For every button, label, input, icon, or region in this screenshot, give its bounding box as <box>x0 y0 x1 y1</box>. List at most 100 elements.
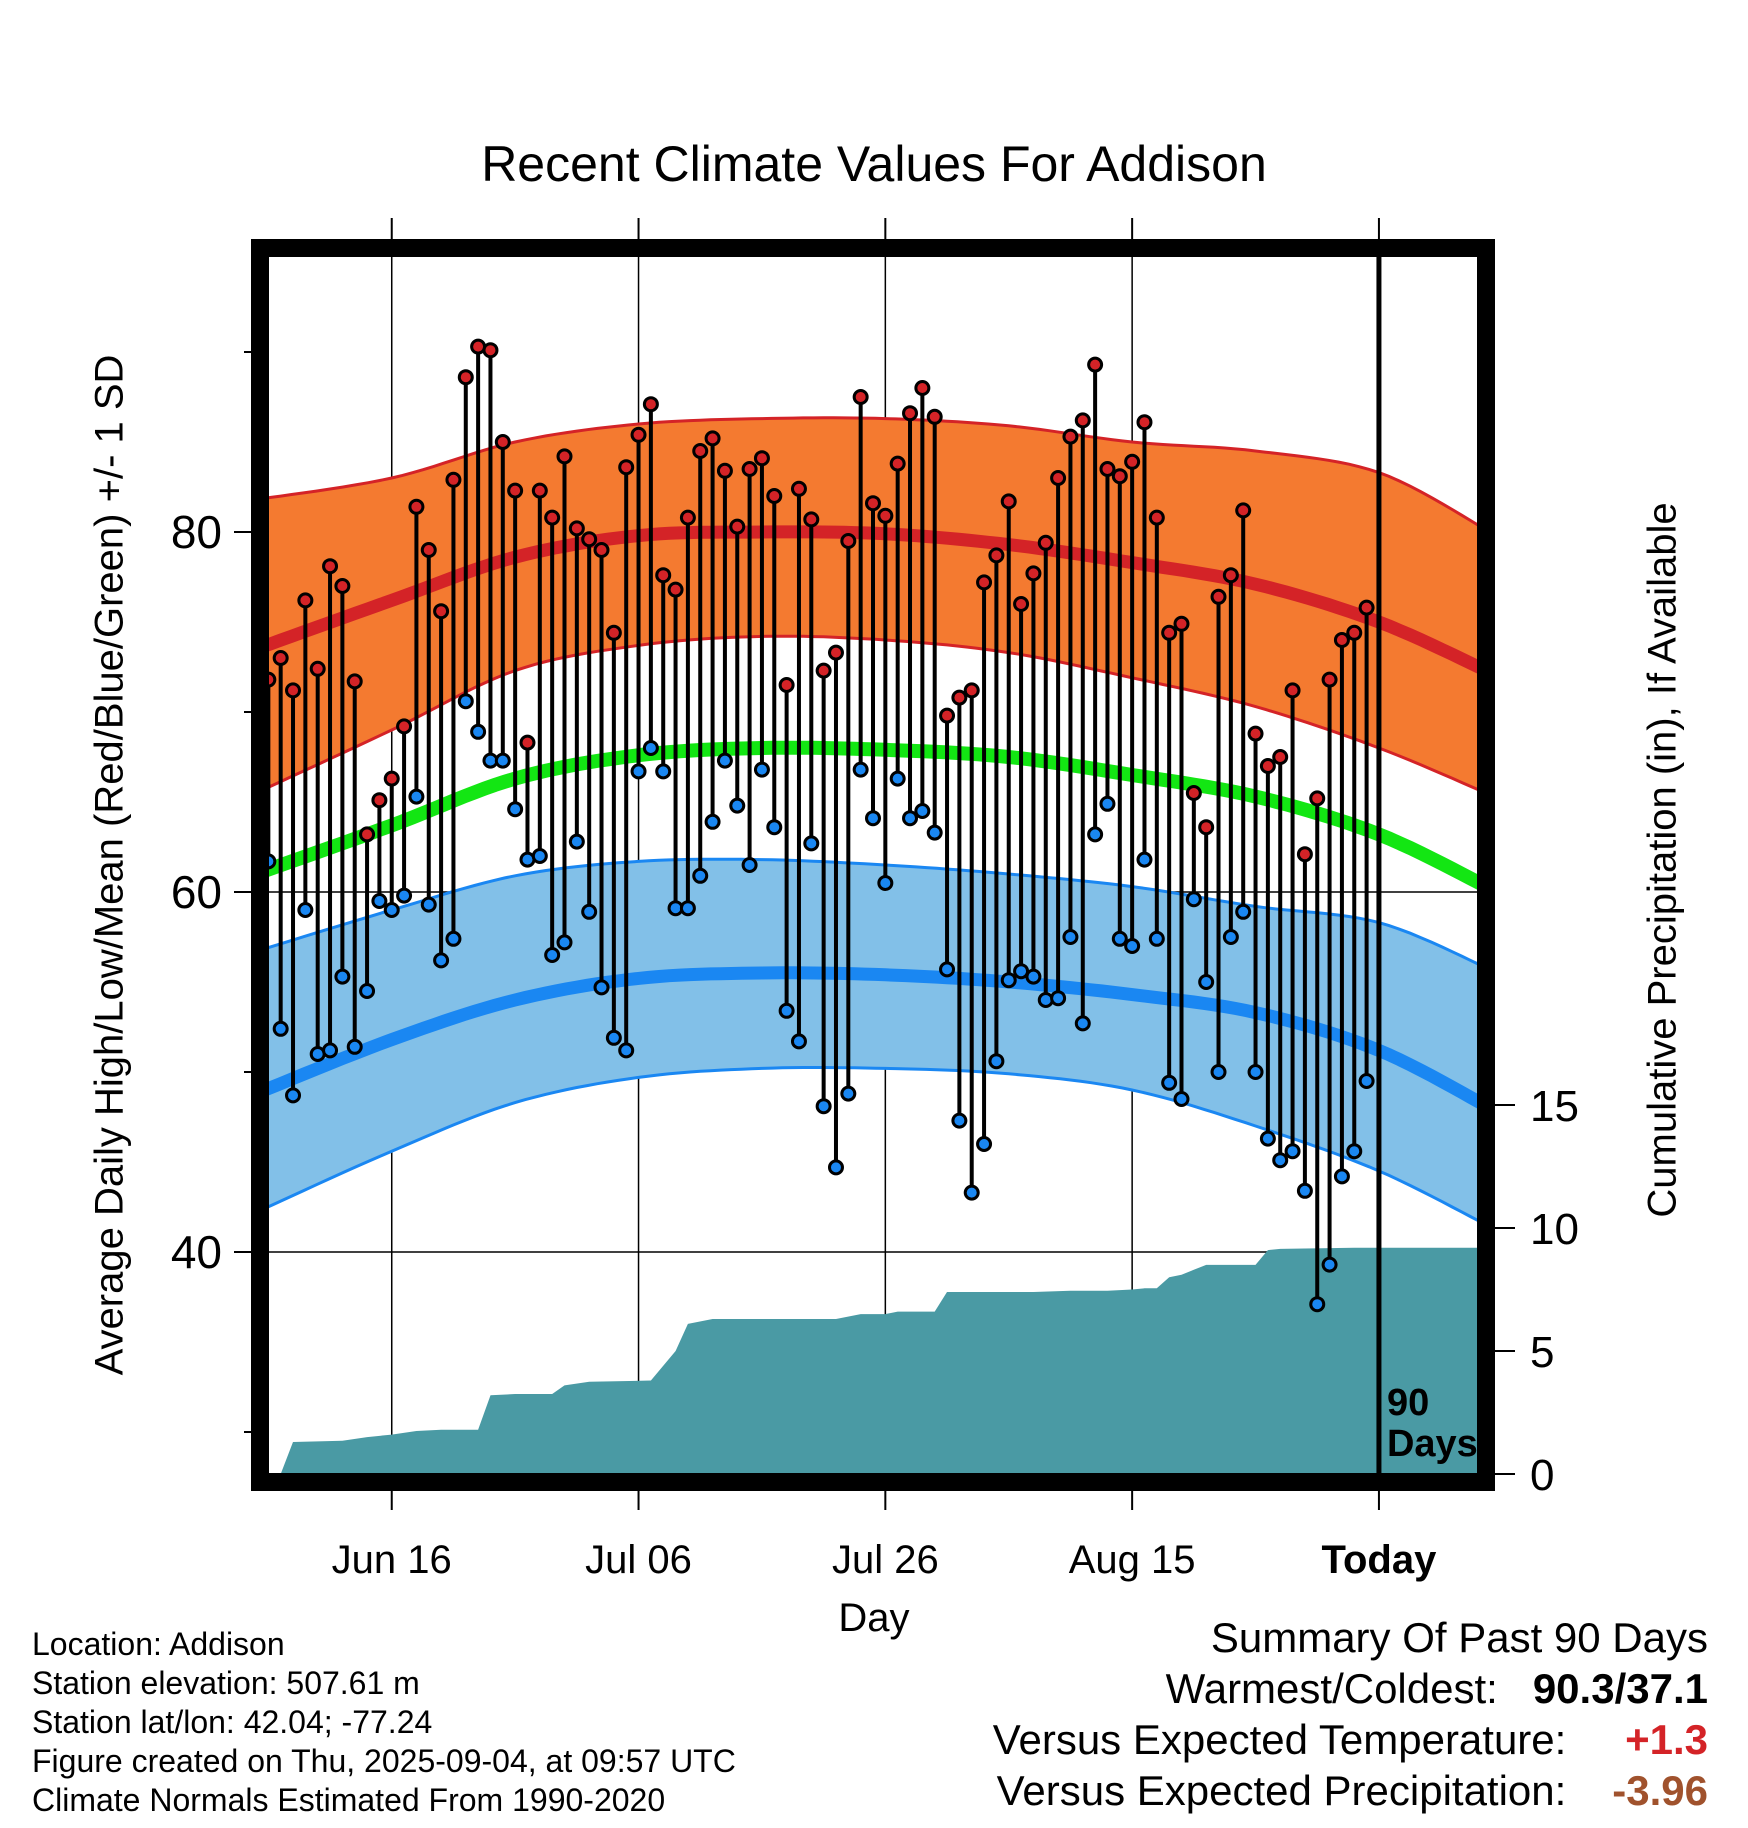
daily-low-point <box>753 761 770 778</box>
daily-low-point <box>1309 1296 1326 1313</box>
daily-low-point <box>1321 1256 1338 1273</box>
daily-high-point <box>334 578 351 594</box>
daily-low-point <box>445 930 462 947</box>
normal-low-band-lower-edge <box>264 1066 1482 1225</box>
daily-high-point <box>753 450 770 467</box>
daily-high-point <box>1210 588 1227 605</box>
daily-high-point <box>408 498 425 515</box>
daily-high-point <box>1284 682 1301 699</box>
daily-low-point <box>1222 929 1239 945</box>
daily-low-point <box>692 867 709 884</box>
summary-temp-label: Versus Expected Temperature: <box>992 1716 1567 1763</box>
daily-high-point <box>322 558 339 575</box>
daily-low-point <box>1136 851 1153 868</box>
daily-high-point <box>1124 453 1141 470</box>
daily-high-point <box>667 581 684 598</box>
y-tick-label: 60 <box>171 866 222 918</box>
daily-low-point <box>297 902 314 918</box>
daily-low-point <box>285 1087 302 1104</box>
daily-high-point <box>1099 461 1116 477</box>
daily-high-point <box>1111 468 1128 485</box>
daily-high-point <box>309 660 326 677</box>
daily-low-point <box>1259 1130 1276 1147</box>
daily-low-point <box>630 763 647 780</box>
daily-high-point <box>433 603 450 620</box>
daily-high-point <box>556 448 573 465</box>
daily-high-point <box>272 650 289 666</box>
daily-low-point <box>1111 930 1128 947</box>
precip-area <box>264 1247 1482 1474</box>
daily-high-point <box>692 443 709 459</box>
daily-high-point <box>1050 470 1067 486</box>
daily-low-point <box>741 857 758 873</box>
daily-high-point <box>976 574 993 591</box>
daily-low-point <box>778 1002 795 1019</box>
daily-low-point <box>1074 1015 1091 1032</box>
daily-low-point <box>1062 929 1079 945</box>
daily-low-point <box>1272 1152 1289 1169</box>
daily-high-point <box>1198 819 1215 836</box>
daily-low-point <box>976 1136 993 1152</box>
daily-low-point <box>840 1085 857 1102</box>
daily-high-point <box>1321 671 1338 688</box>
daily-high-point <box>1259 758 1276 774</box>
daily-low-point <box>1198 974 1215 990</box>
summary-heading: Summary Of Past 90 Days <box>1210 1614 1708 1661</box>
daily-high-point <box>1333 632 1350 648</box>
daily-high-point <box>1235 502 1252 519</box>
daily-high-point <box>642 396 659 413</box>
daily-high-point <box>951 689 968 706</box>
x-tick-label: Aug 15 <box>1069 1538 1196 1582</box>
daily-high-point <box>1272 749 1289 765</box>
daily-high-point <box>1222 567 1239 584</box>
y-tick-label: 40 <box>171 1226 222 1278</box>
daily-high-point <box>716 462 733 479</box>
daily-high-point <box>852 389 869 405</box>
daily-low-point <box>766 819 783 836</box>
daily-low-point <box>988 1053 1005 1070</box>
x-axis-label: Day <box>838 1596 910 1640</box>
daily-low-point <box>1124 938 1141 954</box>
summary-warm-cold-value: 90.3/37.1 <box>1532 1665 1708 1712</box>
summary-precip-label: Versus Expected Precipitation: <box>996 1767 1567 1814</box>
daily-high-point <box>679 509 696 526</box>
summary-temp-value: +1.3 <box>1625 1716 1708 1763</box>
daily-high-point <box>1296 846 1313 863</box>
daily-high-point <box>766 488 783 504</box>
daily-low-point <box>963 1184 980 1201</box>
today-marker-label-days: Days <box>1387 1423 1478 1465</box>
daily-low-point <box>272 1020 289 1037</box>
daily-high-point <box>359 826 376 843</box>
daily-low-point <box>951 1112 968 1129</box>
normal-high-band-upper-edge <box>264 416 1482 530</box>
daily-high-point <box>494 434 511 450</box>
daily-low-point <box>1148 930 1165 947</box>
daily-high-point <box>729 518 746 535</box>
daily-low-point <box>346 1038 363 1055</box>
info-elevation: Station elevation: 507.61 m <box>32 1665 420 1701</box>
daily-high-point <box>1074 412 1091 429</box>
daily-low-point <box>889 770 906 787</box>
daily-low-point <box>581 903 598 920</box>
today-marker-label-count: 90 <box>1387 1382 1429 1424</box>
daily-high-point <box>445 471 462 488</box>
daily-high-point <box>1000 493 1017 510</box>
daily-high-point <box>297 592 314 609</box>
info-created: Figure created on Thu, 2025-09-04, at 09… <box>32 1743 736 1779</box>
daily-high-point <box>704 430 721 447</box>
daily-low-point <box>1161 1074 1178 1091</box>
daily-low-point <box>371 893 388 909</box>
daily-low-point <box>729 797 746 814</box>
daily-low-point <box>359 983 376 999</box>
daily-low-point <box>1247 1064 1264 1080</box>
daily-high-point <box>1358 599 1375 616</box>
daily-high-point <box>544 509 561 526</box>
daily-high-point <box>1247 725 1264 742</box>
info-location: Location: Addison <box>32 1626 285 1662</box>
info-latlon: Station lat/lon: 42.04; -77.24 <box>32 1704 433 1740</box>
precip-tick-label: 10 <box>1530 1205 1579 1254</box>
daily-high-point <box>581 531 598 548</box>
daily-high-point <box>630 426 647 443</box>
daily-low-point <box>827 1159 844 1176</box>
daily-low-point <box>1284 1143 1301 1160</box>
